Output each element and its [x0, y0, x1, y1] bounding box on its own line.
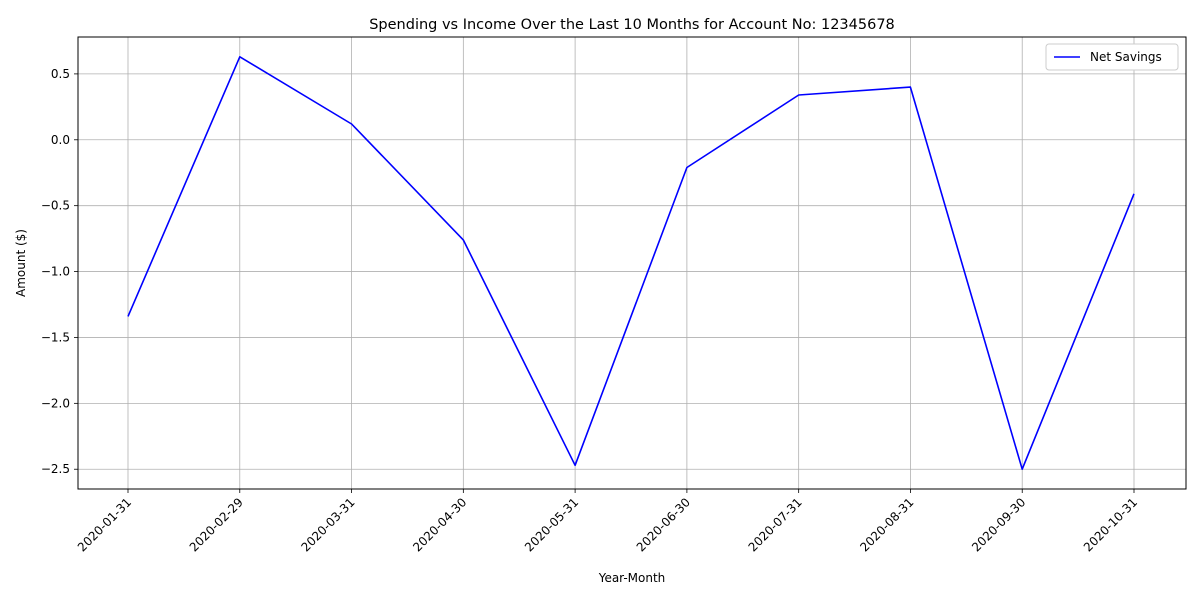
series-lines: [127, 55, 1135, 471]
x-tick-label: 2020-04-30: [410, 495, 469, 554]
y-tick-label: −2.0: [41, 396, 70, 410]
x-tick-label: 2020-10-31: [1081, 495, 1140, 554]
legend: Net Savings: [1045, 43, 1179, 71]
x-axis-label: Year-Month: [598, 571, 666, 585]
y-tick-label: 0.5: [51, 67, 70, 81]
legend-box: [1045, 43, 1179, 71]
x-tick-label: 2020-09-30: [969, 495, 1028, 554]
x-tick-label: 2020-02-29: [187, 495, 246, 554]
x-tick-label: 2020-05-31: [522, 495, 581, 554]
chart-title: Spending vs Income Over the Last 10 Mont…: [369, 17, 895, 33]
y-tick-label: −0.5: [41, 199, 70, 213]
x-tick-label: 2020-01-31: [75, 495, 134, 554]
y-axis-ticks: −2.5 −2.0 −1.5 −1.0 −0.5 0.0 0.5: [41, 67, 78, 476]
x-tick-label: 2020-06-30: [634, 495, 693, 554]
x-axis-ticks: 2020-01-31 2020-02-29 2020-03-31 2020-04-30…: [75, 489, 1140, 554]
plot-area-frame: [77, 36, 1187, 490]
y-tick-label: 0.0: [51, 133, 70, 147]
series-line-net-savings: [127, 55, 1135, 471]
grid-lines: [78, 37, 1186, 489]
y-tick-label: −1.5: [41, 330, 70, 344]
y-axis-label: Amount ($): [14, 229, 28, 297]
legend-label-net-savings: Net Savings: [1090, 50, 1162, 64]
y-tick-label: −1.0: [41, 265, 70, 279]
x-tick-label: 2020-08-31: [857, 495, 916, 554]
y-tick-label: −2.5: [41, 462, 70, 476]
x-tick-label: 2020-07-31: [746, 495, 805, 554]
x-tick-label: 2020-03-31: [298, 495, 357, 554]
